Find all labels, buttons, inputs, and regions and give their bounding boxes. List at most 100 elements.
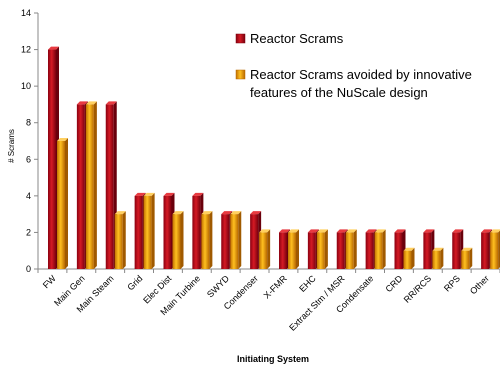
bar-front: [76, 104, 85, 269]
legend-label-scrams-avoided-line1: Reactor Scrams avoided by innovative: [250, 67, 472, 82]
bar-side: [65, 138, 68, 269]
bar-top: [114, 211, 126, 215]
bar-scrams-avoided: [114, 211, 126, 269]
bar-front: [394, 232, 403, 269]
bar-scrams-avoided: [57, 138, 68, 269]
x-tick-label: RPS: [442, 273, 462, 293]
bar-front: [143, 195, 152, 269]
bar-side: [324, 229, 328, 269]
bar-top: [134, 192, 146, 196]
bar-front: [481, 232, 490, 269]
bar-front: [230, 214, 239, 269]
bar-top: [452, 229, 464, 233]
bar-front: [172, 214, 181, 269]
bar-front: [85, 104, 94, 269]
bar-scrams-avoided: [403, 247, 415, 269]
bar-front: [345, 232, 354, 269]
y-tick-label: 0: [26, 264, 31, 274]
y-tick-label: 10: [21, 81, 31, 91]
bar-scrams-avoided: [288, 229, 299, 269]
bar-front: [259, 232, 268, 269]
bar-front: [316, 232, 325, 269]
bar-front: [57, 141, 65, 269]
bar-scrams-avoided: [143, 192, 155, 269]
bar-side: [267, 229, 271, 269]
bar-front: [374, 232, 383, 269]
bar-top: [172, 211, 184, 215]
y-axis-title: # Scrams: [7, 129, 16, 163]
x-tick-label: EHC: [297, 273, 318, 294]
y-tick-label: 14: [21, 8, 31, 18]
bar-side: [411, 247, 415, 269]
bar-front: [423, 232, 432, 269]
bar-scrams-avoided: [201, 211, 213, 269]
bar-front: [221, 214, 230, 269]
x-tick-label: CRD: [383, 273, 404, 294]
bar-top: [307, 229, 319, 233]
bar-scrams-avoided: [316, 229, 328, 269]
bar-scrams-avoided: [345, 229, 357, 269]
bar-scrams-avoided: [490, 229, 500, 269]
legend-swatch-scrams-avoided: [235, 69, 246, 80]
bar-top: [163, 192, 175, 196]
bar-front: [452, 232, 461, 269]
bar-top: [57, 138, 68, 141]
bar-top: [48, 46, 59, 50]
bar-front: [105, 104, 114, 269]
legend-swatch-reactor-scrams: [235, 33, 246, 44]
bar-scrams-avoided: [461, 247, 473, 269]
bar-side: [151, 192, 155, 269]
y-tick-label: 6: [26, 154, 31, 164]
bar-scrams-avoided: [259, 229, 271, 269]
bar-front: [134, 195, 143, 269]
bar-top: [279, 229, 290, 233]
bar-top: [230, 211, 242, 215]
bar-side: [353, 229, 357, 269]
x-tick-label: RR/RCS: [402, 273, 433, 304]
bar-front: [163, 195, 172, 269]
bar-top: [76, 101, 88, 105]
bar-front: [403, 250, 412, 269]
bar-scrams-avoided: [374, 229, 386, 269]
x-axis-title: Initiating System: [237, 354, 309, 364]
legend-label-scrams-avoided-line2: features of the NuScale design: [250, 85, 428, 100]
bar-scrams-avoided: [85, 101, 97, 269]
bar-front: [336, 232, 345, 269]
bar-top: [403, 247, 415, 251]
bar-side: [296, 229, 299, 269]
bar-front: [461, 250, 470, 269]
bar-side: [209, 211, 213, 269]
bar-front: [250, 214, 259, 269]
bar-top: [336, 229, 348, 233]
bar-front: [114, 214, 123, 269]
bar-front: [288, 232, 296, 269]
bar-top: [192, 192, 204, 196]
bar-top: [423, 229, 435, 233]
bar-side: [238, 211, 242, 269]
bars: [48, 46, 500, 270]
bar-scrams-avoided: [172, 211, 184, 269]
bar-top: [143, 192, 155, 196]
bar-front: [48, 49, 56, 270]
bar-top: [259, 229, 271, 233]
bar-front: [432, 250, 441, 269]
y-tick-label: 4: [26, 191, 31, 201]
x-tick-label: FW: [41, 273, 58, 290]
bar-top: [105, 101, 117, 105]
y-axis: 0 2 4 6 8 10 12 14: [21, 8, 39, 274]
bar-top: [490, 229, 500, 233]
bar-top: [288, 229, 299, 233]
legend-label-reactor-scrams: Reactor Scrams: [250, 31, 344, 46]
bar-side: [180, 211, 184, 269]
bar-top: [85, 101, 97, 105]
y-tick-label: 12: [21, 45, 31, 55]
bar-top: [374, 229, 386, 233]
bar-front: [192, 195, 201, 269]
bar-top: [250, 211, 262, 215]
bar-top: [345, 229, 357, 233]
bar-side: [469, 247, 473, 269]
y-tick-label: 8: [26, 118, 31, 128]
x-tick-label: X-FMR: [262, 273, 290, 301]
y-tick-label: 2: [26, 227, 31, 237]
bar-scrams-avoided: [230, 211, 242, 269]
